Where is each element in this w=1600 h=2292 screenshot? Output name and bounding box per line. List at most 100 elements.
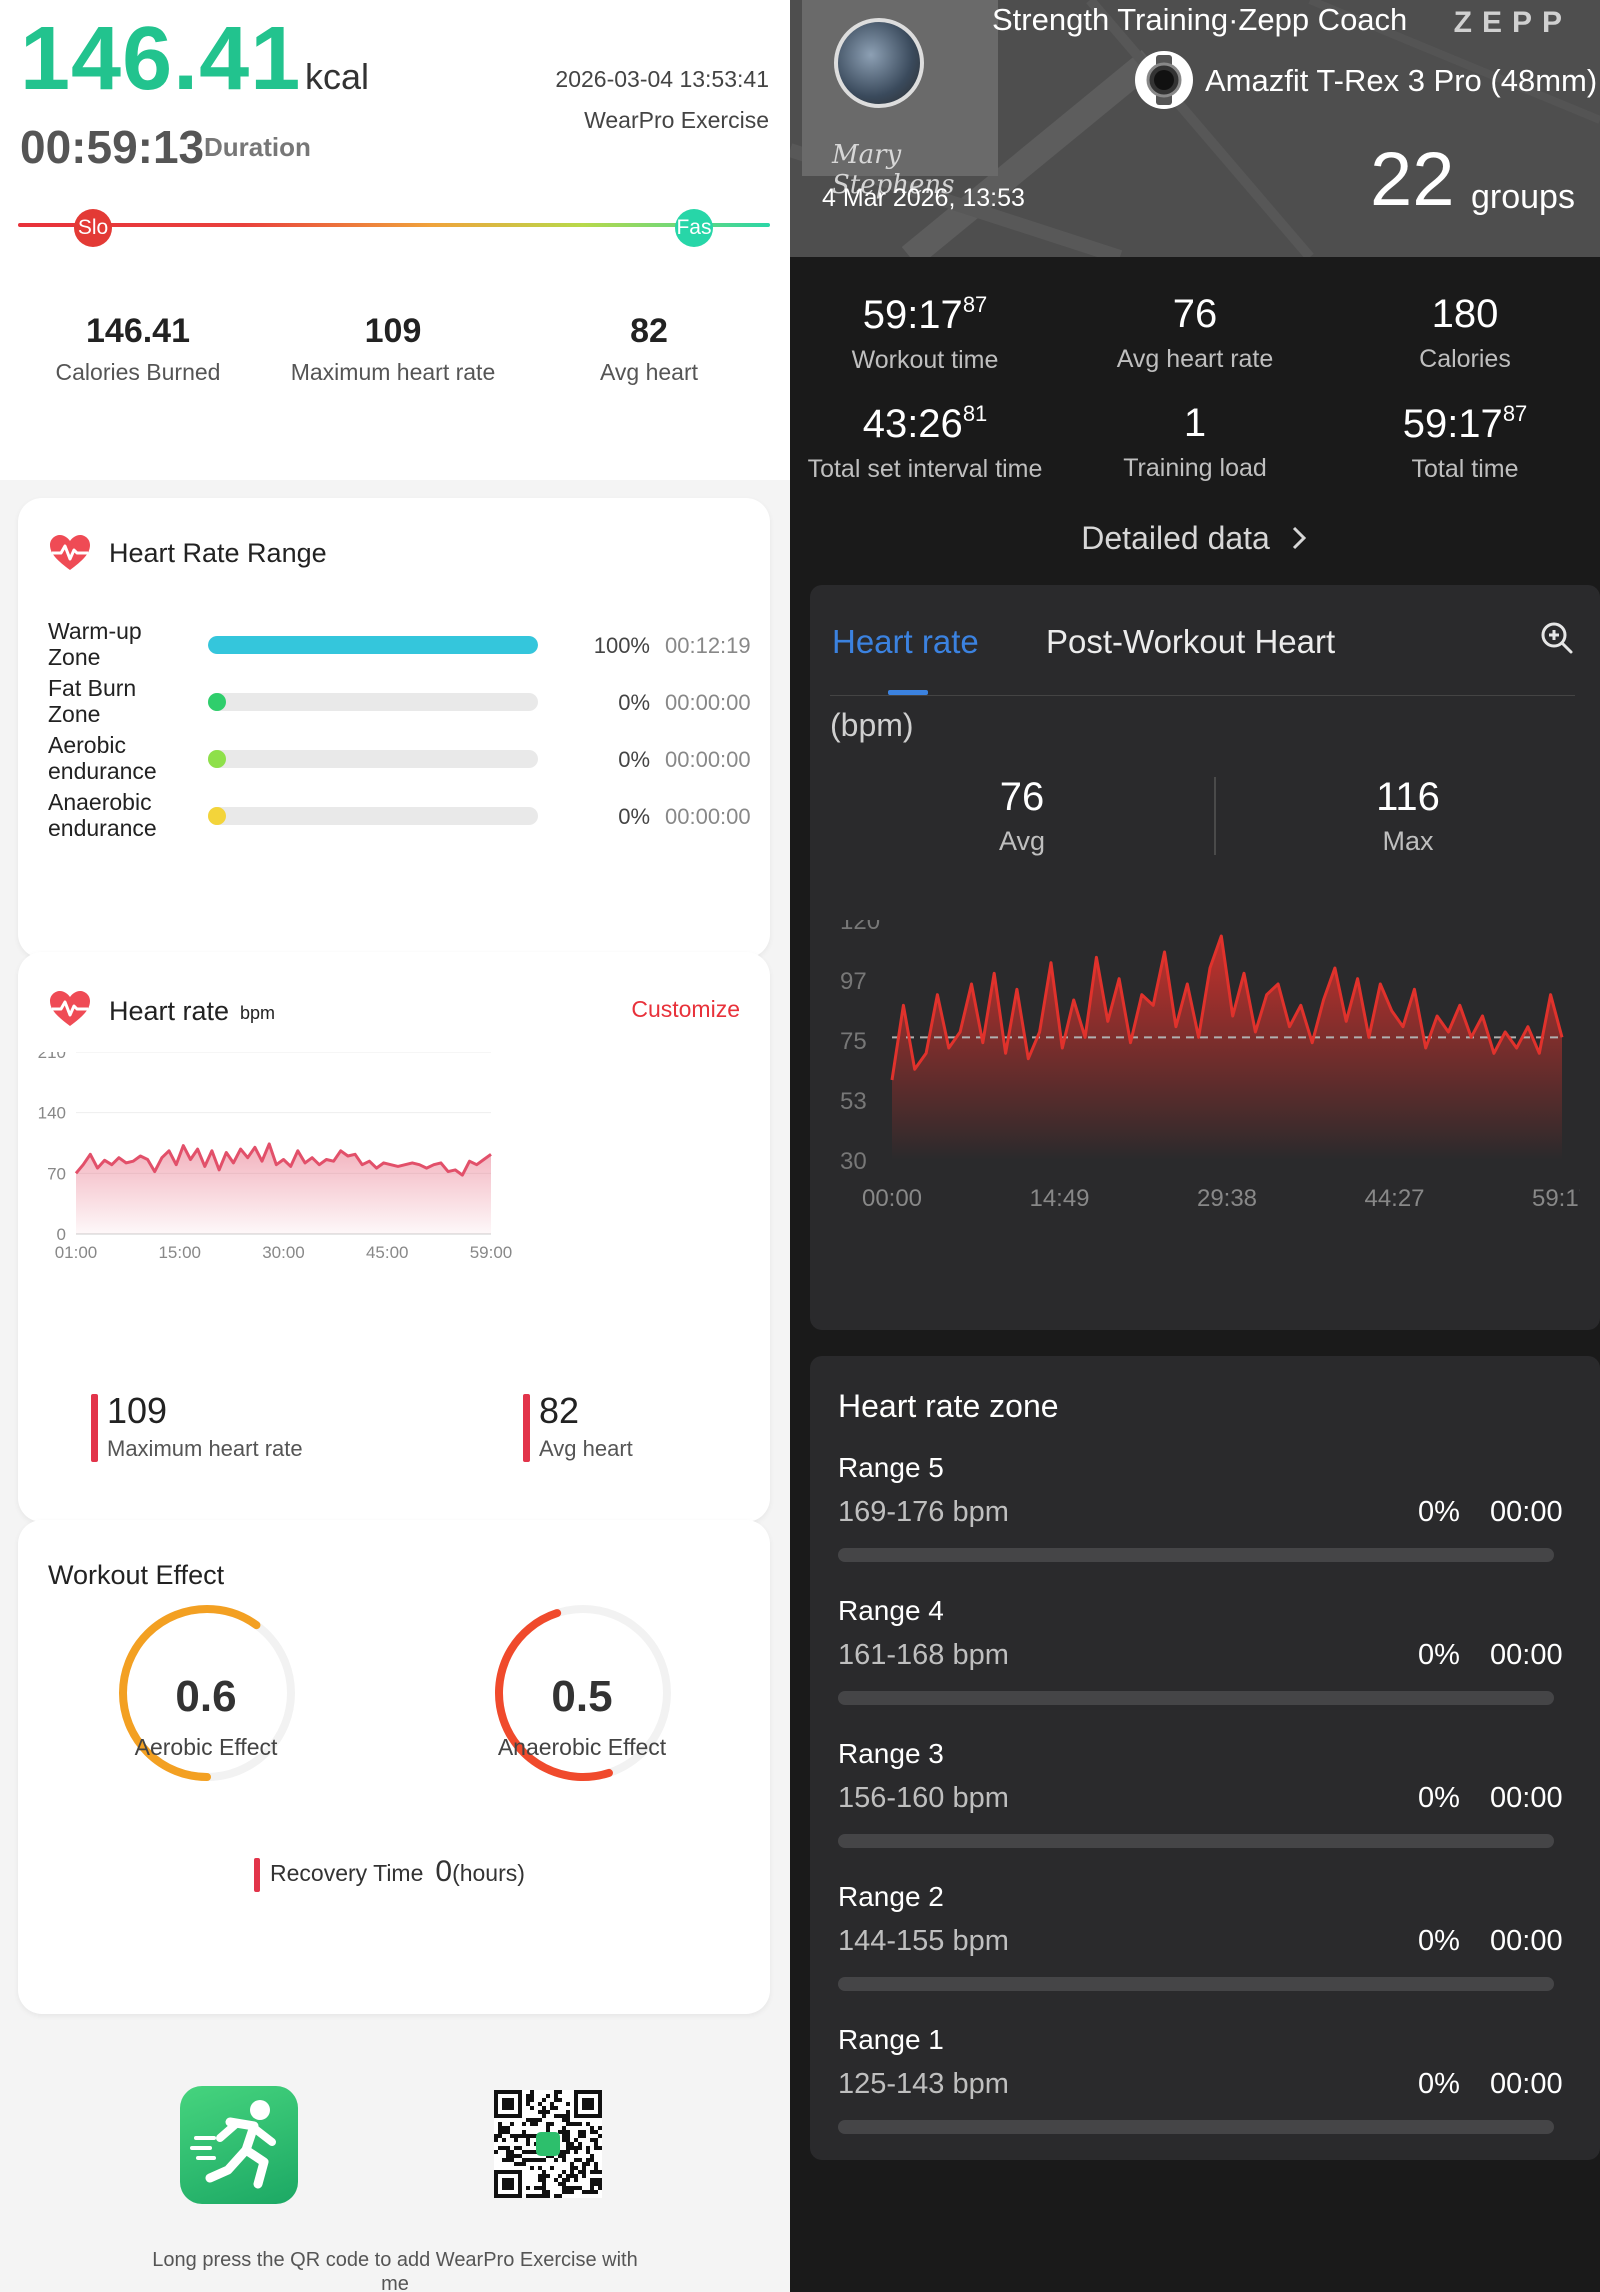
- zone-progress-track: [838, 1834, 1554, 1848]
- qr-module: [538, 2118, 542, 2122]
- qr-module: [566, 2134, 570, 2138]
- customize-link[interactable]: Customize: [631, 996, 740, 1022]
- heart-pulse-icon: [50, 991, 90, 1026]
- x-tick-label: 30:00: [262, 1243, 305, 1262]
- hr-zone-row: Range 1 125-143 bpm 0% 00:00: [838, 2024, 1563, 2144]
- qr-module: [586, 2122, 590, 2126]
- anaerobic-effect-label: Anaerobic Effect: [497, 1734, 667, 1760]
- zone-range: 169-176 bpm: [838, 1496, 1009, 1528]
- qr-module: [530, 2158, 534, 2162]
- qr-module: [562, 2170, 566, 2174]
- hr-zone-row: Aerobic endurance 0% 00:00:00: [18, 732, 770, 792]
- stat-avg-heart: 82 Avg heart: [519, 312, 779, 386]
- qr-module: [522, 2130, 526, 2134]
- workout-date: 4 Mar 2026, 13:53: [822, 184, 1025, 212]
- qr-module: [550, 2102, 554, 2106]
- qr-module: [530, 2150, 534, 2154]
- qr-module: [526, 2150, 530, 2154]
- qr-module: [538, 2186, 542, 2190]
- qr-module: [558, 2090, 562, 2094]
- zone-range: 144-155 bpm: [838, 1925, 1009, 1957]
- qr-module: [562, 2158, 566, 2162]
- qr-module: [562, 2118, 566, 2122]
- qr-module: [530, 2194, 534, 2198]
- qr-module: [562, 2126, 566, 2130]
- summary-stats: 146.41 Calories Burned 109 Maximum heart…: [0, 312, 790, 392]
- zone-name: Anaerobic endurance: [48, 789, 157, 841]
- qr-module: [542, 2106, 546, 2110]
- qr-module: [566, 2146, 570, 2150]
- qr-module: [550, 2122, 554, 2126]
- accent-bar: [523, 1394, 530, 1462]
- qr-module: [526, 2094, 530, 2098]
- stat-main: 1: [1183, 401, 1207, 445]
- zone-percent: 0%: [1418, 2068, 1460, 2100]
- hr-zone-row: Range 2 144-155 bpm 0% 00:00: [838, 1881, 1563, 2001]
- stat-label: Avg heart rate: [1116, 345, 1274, 373]
- workout-datetime: 2026-03-04 13:53:41: [555, 66, 769, 92]
- qr-module: [574, 2166, 578, 2170]
- qr-module: [590, 2186, 594, 2190]
- qr-module: [526, 2142, 530, 2146]
- recovery-time: Recovery Time 0(hours): [254, 1855, 525, 1892]
- qr-module: [518, 2134, 522, 2138]
- zepp-logo: ZEPP: [1453, 6, 1572, 39]
- qr-module: [522, 2150, 526, 2154]
- hr-zone-row: Warm-up Zone 100% 00:12:19: [18, 618, 770, 678]
- tab-post-workout-heart[interactable]: Post-Workout Heart: [1046, 623, 1336, 660]
- qr-module: [566, 2138, 570, 2142]
- qr-module: [582, 2134, 586, 2138]
- running-man-icon[interactable]: [180, 2086, 298, 2204]
- qr-module: [502, 2138, 506, 2142]
- stat-label: Workout time: [851, 346, 999, 374]
- x-tick-label: 44:27: [1364, 1185, 1424, 1212]
- stat-value: 59:1787: [1330, 401, 1600, 447]
- zoom-in-icon[interactable]: [1540, 621, 1574, 655]
- hr-zone-row: Range 3 156-160 bpm 0% 00:00: [838, 1738, 1563, 1858]
- x-tick-label: 45:00: [366, 1243, 409, 1262]
- stat-value: 146.41: [86, 312, 190, 350]
- heart-rate-card: Heart rate Post-Workout Heart (bpm) 76 A…: [810, 585, 1600, 1330]
- qr-module: [534, 2134, 538, 2138]
- qr-module: [534, 2186, 538, 2190]
- qr-module: [570, 2174, 574, 2178]
- qr-module: [558, 2130, 562, 2134]
- qr-module: [594, 2166, 598, 2170]
- qr-module: [498, 2126, 502, 2130]
- series-line: [890, 934, 1564, 1081]
- detailed-data-link[interactable]: Detailed data: [790, 520, 1600, 557]
- heart-rate-range-card: Heart Rate Range Warm-up Zone 100% 00:12:1…: [18, 498, 770, 958]
- qr-module: [570, 2142, 574, 2146]
- qr-module: [594, 2162, 598, 2166]
- heart-rate-chart-card: Heart rate bpm Customize 0 70 140 210 01:00 1…: [18, 952, 770, 1522]
- workout-stat: 1 Training load: [1060, 401, 1330, 483]
- qr-module: [538, 2194, 542, 2198]
- gauge-arc: [119, 1605, 295, 1781]
- qr-module: [598, 2186, 602, 2190]
- qr-module: [534, 2194, 538, 2198]
- y-tick-label: 53: [840, 1088, 867, 1115]
- qr-module: [562, 2178, 566, 2182]
- qr-module: [574, 2138, 578, 2142]
- qr-module: [594, 2142, 598, 2146]
- hr-zone-row: Range 4 161-168 bpm 0% 00:00: [838, 1595, 1563, 1715]
- tab-heart-rate[interactable]: Heart rate: [832, 623, 979, 660]
- stat-value: 109: [364, 312, 422, 350]
- zone-progress-fill: [208, 636, 538, 654]
- summary-section: 146.41 kcal 2026-03-04 13:53:41 WearPro …: [0, 0, 790, 480]
- qr-module: [518, 2162, 522, 2166]
- zone-time: 00:00:00: [665, 804, 751, 829]
- qr-module: [578, 2122, 582, 2126]
- qr-module: [502, 2126, 506, 2130]
- qr-module: [566, 2186, 570, 2190]
- qr-module: [558, 2150, 562, 2154]
- y-tick-label: 75: [840, 1028, 867, 1055]
- qr-module: [514, 2134, 518, 2138]
- zone-name: Range 3: [838, 1738, 944, 1769]
- qr-finder-core: [502, 2098, 514, 2110]
- qr-module: [594, 2190, 598, 2194]
- max-hr-summary: 116 Max: [1308, 775, 1508, 857]
- qr-code-icon[interactable]: [494, 2090, 602, 2198]
- zone-percent: 0%: [1418, 1782, 1460, 1814]
- zone-progress-dot: [208, 750, 226, 768]
